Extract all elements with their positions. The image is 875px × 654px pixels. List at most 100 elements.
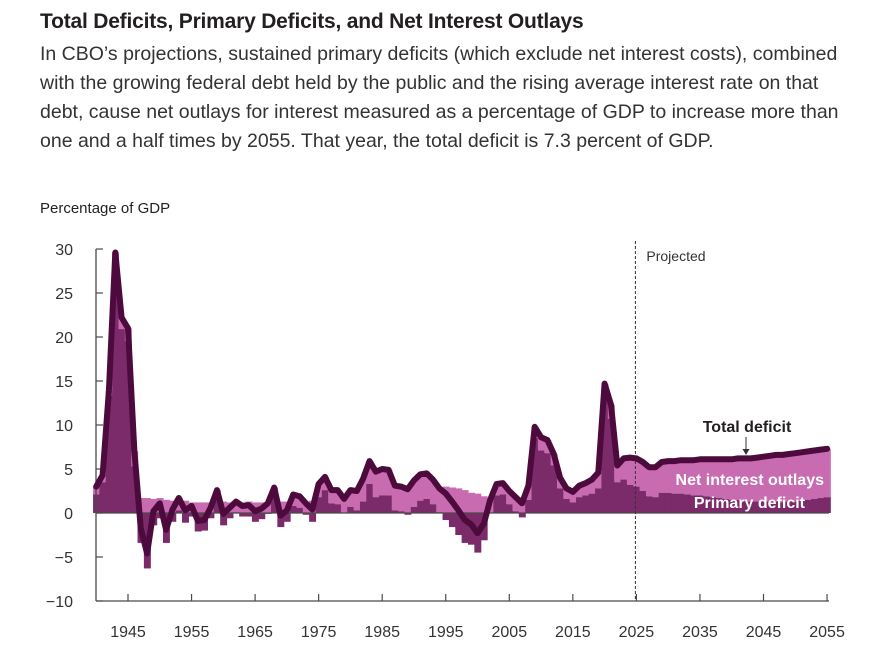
primary-deficit-bar bbox=[499, 494, 507, 513]
primary-deficit-bar bbox=[251, 513, 259, 522]
net-interest-bar bbox=[779, 454, 787, 503]
net-interest-bar bbox=[385, 469, 393, 496]
primary-deficit-bar bbox=[226, 513, 234, 519]
x-tick-label: 2035 bbox=[682, 624, 718, 641]
net-interest-bar bbox=[684, 460, 692, 495]
y-tick-label: 30 bbox=[55, 242, 73, 259]
net-interest-bar bbox=[696, 459, 704, 496]
primary-deficit-bar bbox=[448, 513, 456, 528]
projected-label: Projected bbox=[646, 248, 705, 264]
primary-deficit-bar bbox=[531, 438, 539, 513]
primary-deficit-bar bbox=[461, 513, 469, 543]
net-interest-bar bbox=[620, 458, 628, 480]
primary-deficit-bar bbox=[677, 493, 685, 513]
primary-deficit-bar bbox=[359, 501, 367, 513]
net-interest-bar bbox=[404, 487, 412, 513]
net-interest-bar bbox=[474, 493, 482, 513]
primary-deficit-bar bbox=[798, 500, 806, 513]
net-interest-bar bbox=[296, 496, 304, 508]
net-interest-bar bbox=[626, 457, 634, 485]
net-interest-bar bbox=[264, 502, 272, 513]
primary-deficit-bar bbox=[582, 495, 590, 513]
primary-deficit-bar bbox=[664, 492, 672, 513]
primary-deficit-bar bbox=[353, 510, 361, 513]
net-interest-bar bbox=[614, 465, 622, 483]
net-interest-bar bbox=[658, 461, 666, 493]
primary-deficit-bar bbox=[258, 513, 266, 520]
y-tick-label: 10 bbox=[55, 418, 73, 435]
primary-deficit-bar bbox=[658, 492, 666, 513]
line-layer bbox=[93, 249, 831, 557]
primary-deficit-bar bbox=[785, 501, 793, 513]
primary-deficit-bar bbox=[792, 501, 800, 513]
primary-deficit-bar bbox=[696, 495, 704, 513]
primary-deficit-bar bbox=[347, 506, 355, 513]
primary-deficit-bar bbox=[112, 263, 120, 513]
net-interest-bar bbox=[582, 483, 590, 496]
x-tick-label: 1985 bbox=[364, 624, 400, 641]
net-interest-bar bbox=[734, 458, 742, 500]
primary-deficit-bar bbox=[296, 507, 304, 513]
primary-deficit-bar bbox=[544, 453, 552, 513]
net-interest-bar bbox=[595, 472, 603, 489]
primary-deficit-bar bbox=[823, 497, 831, 513]
net-interest-bar bbox=[563, 488, 571, 499]
net-interest-bar bbox=[429, 479, 437, 505]
primary-deficit-bar bbox=[118, 329, 126, 513]
primary-deficit-bar bbox=[811, 498, 819, 513]
primary-deficit-bar bbox=[213, 500, 221, 513]
net-interest-bar bbox=[537, 437, 545, 451]
y-tick-label: 5 bbox=[64, 462, 73, 479]
primary-deficit-bar bbox=[245, 513, 253, 517]
primary-deficit-bar bbox=[588, 493, 596, 513]
arrowhead-icon bbox=[742, 449, 750, 455]
net-interest-bar bbox=[499, 483, 507, 495]
net-interest-bar bbox=[709, 459, 717, 498]
primary-deficit-bar bbox=[321, 490, 329, 513]
x-tick-label: 2005 bbox=[492, 624, 528, 641]
net-interest-bar bbox=[512, 497, 520, 512]
primary-deficit-bar bbox=[779, 502, 787, 513]
net-interest-bar bbox=[785, 454, 793, 502]
primary-deficit-bar bbox=[595, 488, 603, 513]
primary-deficit-bar bbox=[207, 513, 215, 519]
net-interest-bar bbox=[677, 460, 685, 494]
net-interest-bar bbox=[379, 469, 386, 496]
net-interest-bar bbox=[741, 458, 749, 501]
primary-deficit-bar bbox=[614, 482, 622, 513]
net-interest-bar bbox=[728, 459, 736, 500]
primary-deficit-bar bbox=[220, 513, 228, 526]
primary-deficit-bar bbox=[817, 498, 825, 513]
primary-deficit-bar bbox=[601, 397, 609, 513]
net-interest-bar bbox=[398, 486, 406, 512]
net-interest-bar bbox=[715, 459, 723, 499]
primary-deficit-bar bbox=[569, 502, 577, 513]
primary-deficit-bar bbox=[753, 501, 761, 513]
net-interest-bar bbox=[201, 502, 209, 513]
net-interest-bar bbox=[328, 490, 336, 504]
net-interest-bar bbox=[232, 501, 240, 513]
net-interest-bar bbox=[645, 467, 653, 497]
primary-deficit-bar bbox=[315, 497, 323, 513]
x-tick-label: 2055 bbox=[809, 624, 845, 641]
net-interest-bar bbox=[143, 498, 151, 513]
net-interest-bar bbox=[334, 490, 342, 505]
net-interest-bar bbox=[347, 490, 355, 507]
net-interest-bar bbox=[410, 480, 418, 507]
primary-deficit-bar bbox=[188, 513, 196, 517]
primary-deficit-bar bbox=[506, 504, 514, 513]
net-interest-bar bbox=[798, 452, 806, 501]
net-interest-bar bbox=[633, 458, 641, 487]
net-interest-bar bbox=[436, 488, 444, 513]
primary-deficit-bar bbox=[550, 465, 558, 513]
net-interest-bar bbox=[722, 459, 730, 499]
primary-deficit-bar bbox=[391, 510, 399, 513]
x-tick-label: 1955 bbox=[174, 624, 210, 641]
primary-deficit-bar bbox=[366, 483, 374, 513]
primary-deficit-bar bbox=[576, 497, 583, 513]
net-interest-bar bbox=[773, 454, 780, 502]
net-interest-bar bbox=[442, 486, 450, 513]
primary-deficit-bar bbox=[766, 501, 774, 513]
label-layer: Total deficit Net interest outlays Primary… bbox=[676, 419, 825, 512]
primary-deficit-bar bbox=[309, 513, 317, 522]
